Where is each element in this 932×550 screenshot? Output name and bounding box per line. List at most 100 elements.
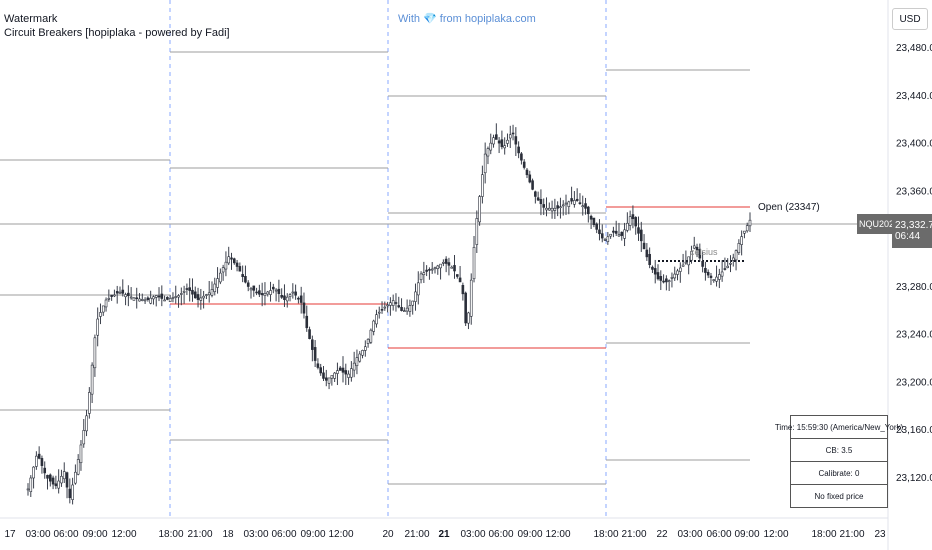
price-tick-label: 23,480.00 bbox=[896, 43, 932, 54]
candle-body bbox=[626, 222, 629, 231]
legend-watermark-label: Watermark bbox=[4, 13, 58, 25]
candle-body bbox=[639, 229, 643, 242]
candle-body bbox=[40, 458, 44, 466]
time-tick-label: 21:00 bbox=[621, 529, 646, 540]
candle-body bbox=[670, 277, 674, 279]
candle-body bbox=[76, 459, 80, 475]
candle-body bbox=[634, 217, 638, 227]
candle-body bbox=[46, 474, 49, 479]
candle-body bbox=[207, 292, 211, 296]
candle-body bbox=[486, 148, 490, 157]
price-tick-label: 23,280.00 bbox=[896, 282, 932, 293]
candle-body bbox=[118, 291, 122, 294]
candle-body bbox=[589, 215, 593, 220]
time-tick-label: 22 bbox=[656, 529, 668, 540]
candle-body bbox=[163, 299, 166, 302]
candle-body bbox=[587, 206, 590, 215]
candle-body bbox=[177, 295, 180, 298]
candle-body bbox=[26, 488, 30, 491]
price-tick-label: 23,200.00 bbox=[896, 377, 932, 388]
candle-body bbox=[252, 285, 256, 291]
candle-body bbox=[160, 293, 164, 299]
candle-body bbox=[567, 201, 571, 207]
candle-body bbox=[397, 305, 401, 308]
candle-body bbox=[330, 375, 334, 379]
candle-body bbox=[221, 267, 225, 273]
candle-body bbox=[380, 309, 384, 311]
candle-body bbox=[338, 367, 342, 371]
candle-body bbox=[603, 239, 607, 241]
candle-body bbox=[324, 377, 328, 381]
candle-body bbox=[260, 293, 264, 296]
candle-body bbox=[196, 294, 200, 300]
candle-body bbox=[230, 257, 233, 260]
candle-body bbox=[561, 204, 565, 207]
candle-body bbox=[224, 261, 228, 270]
candle-body bbox=[614, 230, 618, 234]
candle-body bbox=[455, 274, 459, 277]
candle-body bbox=[701, 261, 704, 267]
candle-body bbox=[129, 296, 133, 299]
candle-body bbox=[341, 367, 345, 373]
candle-body bbox=[628, 216, 632, 226]
candle-body bbox=[71, 484, 74, 500]
candle-body bbox=[57, 480, 60, 489]
candle-body bbox=[743, 230, 746, 234]
candle-body bbox=[425, 269, 428, 272]
candle-body bbox=[467, 312, 470, 324]
candle-body bbox=[182, 290, 186, 293]
candle-body bbox=[542, 204, 546, 208]
candle-body bbox=[166, 296, 169, 300]
candle-body bbox=[531, 180, 534, 190]
candle-body bbox=[291, 291, 295, 294]
candle-body bbox=[185, 288, 189, 290]
time-tick-label: 06:00 bbox=[706, 529, 731, 540]
candle-body bbox=[475, 218, 479, 245]
price-tick-label: 23,360.00 bbox=[896, 186, 932, 197]
candle-body bbox=[556, 205, 559, 209]
candle-body bbox=[143, 299, 147, 302]
candle-body bbox=[366, 338, 370, 344]
candle-body bbox=[617, 234, 621, 237]
time-tick-label: 03:00 bbox=[25, 529, 50, 540]
candle-body bbox=[375, 314, 378, 325]
candle-body bbox=[481, 174, 484, 197]
candle-body bbox=[428, 269, 431, 271]
candle-body bbox=[511, 132, 515, 135]
candle-body bbox=[372, 320, 375, 332]
candle-body bbox=[74, 471, 77, 484]
info-time: Time: 15:59:30 (America/New_York) bbox=[775, 416, 903, 439]
candle-body bbox=[391, 300, 395, 306]
candle-body bbox=[645, 249, 649, 258]
candle-body bbox=[386, 304, 389, 307]
candle-body bbox=[241, 274, 244, 277]
candle-body bbox=[313, 347, 317, 361]
candle-body bbox=[132, 297, 136, 301]
time-tick-label: 12:00 bbox=[111, 529, 136, 540]
candle-body bbox=[37, 453, 41, 459]
candle-body bbox=[553, 207, 557, 211]
candle-body bbox=[88, 392, 91, 414]
candle-body bbox=[547, 207, 551, 211]
candle-body bbox=[355, 357, 359, 367]
candle-body bbox=[358, 353, 362, 362]
candle-body bbox=[104, 299, 108, 308]
candle-body bbox=[68, 488, 72, 499]
candle-body bbox=[461, 285, 465, 295]
candle-body bbox=[500, 139, 504, 148]
candle-body bbox=[458, 277, 462, 283]
candle-body bbox=[285, 296, 289, 302]
price-tick-label: 23,440.00 bbox=[896, 91, 932, 102]
time-tick-label: 20 bbox=[382, 529, 394, 540]
candle-body bbox=[573, 200, 576, 205]
candle-body bbox=[352, 362, 356, 371]
candle-body bbox=[464, 292, 467, 324]
candle-body bbox=[305, 315, 309, 329]
currency-button[interactable]: USD bbox=[892, 8, 928, 30]
candle-body bbox=[439, 263, 442, 269]
candle-body bbox=[690, 251, 693, 261]
candle-body bbox=[681, 264, 685, 267]
watermark-text: With 💎 from hopiplaka.com bbox=[398, 13, 536, 25]
candle-body bbox=[255, 291, 258, 294]
